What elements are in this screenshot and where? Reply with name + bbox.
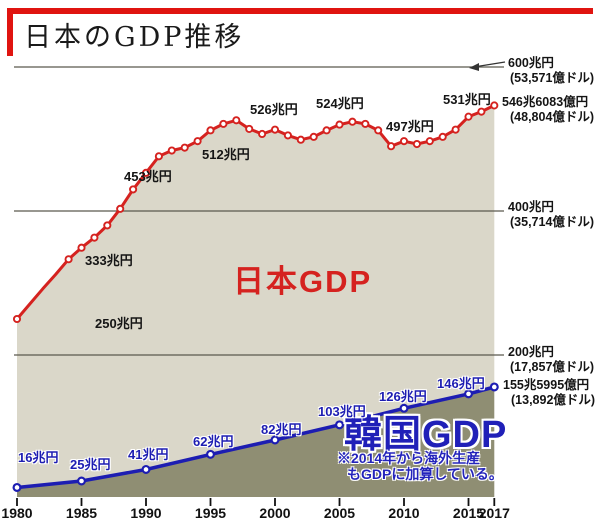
japan-marker: [219, 119, 228, 128]
korea-marker: [206, 449, 216, 459]
japan-marker: [206, 126, 215, 135]
japan-point-label-1995: 512兆円: [202, 147, 250, 162]
japan-marker: [270, 125, 280, 134]
x-axis-label-1995: 1995: [194, 505, 227, 521]
korea-marker: [464, 389, 474, 399]
korea-point-label-1995: 62兆円: [193, 434, 234, 449]
japan-marker: [193, 137, 202, 146]
korea-marker: [76, 476, 86, 486]
axis-label-400-dollar: (35,714億ドル): [510, 215, 595, 229]
korea-series-label: 韓国GDP: [344, 414, 508, 456]
japan-marker: [399, 137, 409, 146]
korea-point-label-1985: 25兆円: [70, 457, 111, 472]
axis-label-200-dollar: (17,857億ドル): [510, 360, 595, 374]
korea-marker: [12, 482, 22, 492]
korea-marker: [141, 464, 151, 474]
japan-end-value: 546兆6083億円: [502, 95, 589, 109]
x-axis-label-2017: 2017: [478, 505, 510, 521]
x-axis-label-2000: 2000: [259, 505, 291, 521]
japan-point-label-2006: 524兆円: [316, 96, 364, 111]
korea-note: ※2014年から海外生産 もGDPに加算している。: [337, 450, 503, 482]
korea-point-label-2010: 126兆円: [379, 389, 427, 404]
japan-marker: [374, 126, 383, 135]
japan-series-label: 日本GDP: [233, 264, 373, 299]
japan-marker: [167, 146, 176, 155]
korea-end-value-label: 155兆5995億円 (13,892億ドル): [503, 378, 595, 408]
japan-marker: [232, 116, 241, 125]
x-axis-label-1985: 1985: [65, 505, 98, 521]
japan-marker: [296, 135, 305, 144]
korea-point-label-2000: 82兆円: [261, 422, 302, 437]
japan-point-label-1984: 333兆円: [85, 253, 133, 268]
korea-end-dollar: (13,892億ドル): [511, 393, 596, 407]
japan-marker: [245, 124, 254, 133]
title-accent-bar-left: [7, 8, 13, 56]
japan-marker: [477, 107, 486, 116]
x-axis-label-1990: 1990: [130, 505, 162, 521]
page-title: 日本のGDP推移: [24, 22, 245, 53]
label-leader-arrow-icon: [469, 63, 479, 71]
japan-marker: [309, 132, 318, 141]
japan-marker: [335, 120, 344, 129]
japan-marker: [283, 131, 292, 140]
x-axis-label-2010: 2010: [388, 505, 420, 521]
japan-end-value-label: 546兆6083億円 (48,804億ドル): [502, 95, 594, 125]
axis-label-600-value: 600兆円: [508, 56, 554, 70]
axis-label-600-dollar: (53,571億ドル): [510, 71, 595, 85]
japan-area-fill: [17, 105, 495, 488]
japan-point-label-2015: 531兆円: [443, 92, 491, 107]
japan-point-label-2010: 497兆円: [386, 119, 434, 134]
axis-label-400: 400兆円 (35,714億ドル): [508, 200, 594, 230]
japan-marker: [103, 221, 112, 230]
japan-marker: [116, 204, 125, 213]
japan-marker: [154, 152, 163, 161]
korea-point-label-2015: 146兆円: [437, 376, 485, 391]
japan-marker: [322, 126, 331, 135]
japan-marker: [464, 112, 473, 121]
korea-note-line1: ※2014年から海外生産: [337, 450, 481, 466]
korea-area-fill: [17, 387, 495, 497]
korea-marker: [489, 382, 499, 392]
x-axis-label-2005: 2005: [323, 505, 356, 521]
x-axis-label-2015: 2015: [452, 505, 485, 521]
japan-marker: [12, 314, 22, 324]
japan-marker: [90, 233, 99, 242]
japan-marker: [361, 119, 370, 128]
korea-end-value: 155兆5995億円: [503, 378, 590, 392]
japan-marker: [412, 139, 421, 149]
korea-point-label-1990: 41兆円: [128, 447, 169, 462]
label-leader-line: [476, 61, 506, 68]
japan-marker: [438, 132, 447, 141]
japan-marker: [387, 142, 396, 151]
title-accent-bar-top: [7, 8, 593, 14]
japan-marker: [129, 185, 138, 194]
x-axis-label-1980: 1980: [1, 505, 33, 521]
japan-end-dollar: (48,804億ドル): [510, 110, 595, 124]
japan-marker: [490, 101, 499, 110]
axis-label-200: 200兆円 (17,857億ドル): [508, 345, 594, 375]
japan-point-label-1990: 453兆円: [124, 169, 172, 184]
axis-label-600: 600兆円 (53,571億ドル): [508, 56, 594, 86]
japan-marker: [180, 143, 189, 152]
japan-marker: [425, 137, 434, 146]
korea-note-line2: もGDPに加算している。: [347, 466, 503, 482]
japan-marker: [64, 255, 73, 264]
korea-marker: [270, 435, 280, 445]
japan-point-label-1997: 526兆円: [250, 102, 298, 117]
japan-marker: [141, 168, 151, 177]
axis-label-200-value: 200兆円: [508, 345, 554, 359]
japan-marker: [258, 129, 267, 139]
japan-marker: [77, 243, 86, 252]
japan-point-label-1980: 250兆円: [95, 316, 143, 331]
korea-point-label-2005: 103兆円: [318, 404, 366, 419]
japan-marker: [348, 117, 357, 126]
korea-marker: [399, 403, 409, 413]
japan-marker: [451, 125, 460, 134]
korea-marker: [335, 420, 345, 430]
axis-label-400-value: 400兆円: [508, 200, 554, 214]
korea-point-label-1980: 16兆円: [18, 450, 59, 465]
